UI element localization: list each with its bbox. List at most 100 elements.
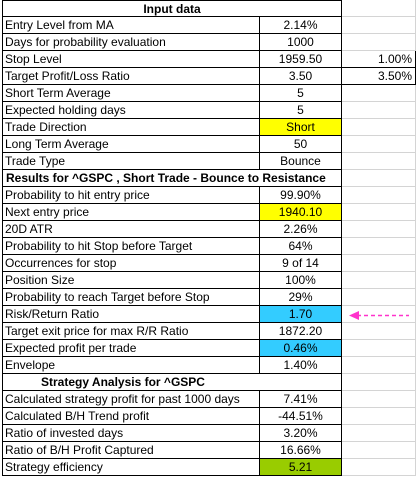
cell-empty[interactable] <box>342 374 416 391</box>
input-label[interactable]: Stop Level <box>2 51 260 68</box>
result-row: Next entry price 1940.10 <box>0 204 418 221</box>
cell-empty[interactable] <box>342 408 416 425</box>
input-extra[interactable] <box>342 102 416 119</box>
input-row: Target Profit/Loss Ratio 3.50 3.50% <box>0 68 418 85</box>
input-value[interactable]: 50 <box>260 136 342 153</box>
input-extra[interactable] <box>342 85 416 102</box>
cell-empty[interactable] <box>342 323 416 340</box>
strategy-label[interactable]: Calculated B/H Trend profit <box>2 408 260 425</box>
strategy-value[interactable]: 16.66% <box>260 442 342 459</box>
input-extra[interactable]: 3.50% <box>342 68 416 85</box>
result-value[interactable]: 1872.20 <box>260 323 342 340</box>
result-value[interactable]: 1.40% <box>260 357 342 374</box>
strategy-row: Ratio of B/H Profit Captured 16.66% <box>0 442 418 459</box>
strategy-row: Calculated strategy profit for past 1000… <box>0 391 418 408</box>
input-label[interactable]: Short Term Average <box>2 85 260 102</box>
input-value[interactable]: 5 <box>260 102 342 119</box>
cell-empty[interactable] <box>342 170 416 187</box>
expected-profit-value[interactable]: 0.46% <box>260 340 342 357</box>
result-row: Target exit price for max R/R Ratio 1872… <box>0 323 418 340</box>
result-row: Probability to reach Target before Stop … <box>0 289 418 306</box>
result-row: Probability to hit entry price 99.90% <box>0 187 418 204</box>
risk-return-ratio-value[interactable]: 1.70 <box>260 306 342 323</box>
strategy-value[interactable]: 3.20% <box>260 425 342 442</box>
input-label[interactable]: Trade Type <box>2 153 260 170</box>
result-label[interactable]: Target exit price for max R/R Ratio <box>2 323 260 340</box>
input-label[interactable]: Entry Level from MA <box>2 17 260 34</box>
results-header[interactable]: Results for ^GSPC , Short Trade - Bounce… <box>2 170 342 187</box>
result-value[interactable]: 99.90% <box>260 187 342 204</box>
input-extra[interactable] <box>342 119 416 136</box>
input-label[interactable]: Trade Direction <box>2 119 260 136</box>
input-row: Trade Direction Short <box>0 119 418 136</box>
cell-empty[interactable] <box>342 272 416 289</box>
result-label[interactable]: Expected profit per trade <box>2 340 260 357</box>
cell-empty[interactable] <box>342 255 416 272</box>
strategy-label[interactable]: Ratio of B/H Profit Captured <box>2 442 260 459</box>
cell-empty[interactable] <box>342 238 416 255</box>
strategy-value[interactable]: -44.51% <box>260 408 342 425</box>
input-row: Entry Level from MA 2.14% <box>0 17 418 34</box>
input-label[interactable]: Long Term Average <box>2 136 260 153</box>
result-label[interactable]: 20D ATR <box>2 221 260 238</box>
cell-empty[interactable] <box>342 442 416 459</box>
cell-empty[interactable] <box>342 306 416 323</box>
result-value[interactable]: 29% <box>260 289 342 306</box>
result-label[interactable]: Probability to reach Target before Stop <box>2 289 260 306</box>
input-label[interactable]: Expected holding days <box>2 102 260 119</box>
cell-empty[interactable] <box>342 391 416 408</box>
input-label[interactable]: Target Profit/Loss Ratio <box>2 68 260 85</box>
input-value[interactable]: Bounce <box>260 153 342 170</box>
cell-empty[interactable] <box>342 425 416 442</box>
input-row: Expected holding days 5 <box>0 102 418 119</box>
input-data-header[interactable]: Input data <box>2 0 342 17</box>
cell-empty[interactable] <box>342 187 416 204</box>
input-value[interactable]: 1959.50 <box>260 51 342 68</box>
dashed-arrow-left-icon <box>349 311 409 320</box>
strategy-header[interactable]: Strategy Analysis for ^GSPC <box>2 374 342 391</box>
result-label[interactable]: Probability to hit Stop before Target <box>2 238 260 255</box>
strategy-value[interactable]: 7.41% <box>260 391 342 408</box>
result-row: Position Size 100% <box>0 272 418 289</box>
input-extra[interactable]: 1.00% <box>342 51 416 68</box>
result-row: Risk/Return Ratio 1.70 <box>0 306 418 323</box>
result-row: Probability to hit Stop before Target 64… <box>0 238 418 255</box>
strategy-efficiency-value[interactable]: 5.21 <box>260 459 342 476</box>
result-label[interactable]: Occurrences for stop <box>2 255 260 272</box>
result-label[interactable]: Position Size <box>2 272 260 289</box>
input-value[interactable]: 1000 <box>260 34 342 51</box>
strategy-label[interactable]: Calculated strategy profit for past 1000… <box>2 391 260 408</box>
input-value[interactable]: 2.14% <box>260 17 342 34</box>
trade-direction-value[interactable]: Short <box>260 119 342 136</box>
cell-empty[interactable] <box>342 289 416 306</box>
result-value[interactable]: 64% <box>260 238 342 255</box>
cell-empty[interactable] <box>342 0 416 17</box>
input-row: Long Term Average 50 <box>0 136 418 153</box>
result-label[interactable]: Envelope <box>2 357 260 374</box>
input-extra[interactable] <box>342 153 416 170</box>
result-value[interactable]: 9 of 14 <box>260 255 342 272</box>
result-label[interactable]: Probability to hit entry price <box>2 187 260 204</box>
cell-empty[interactable] <box>342 204 416 221</box>
result-value[interactable]: 2.26% <box>260 221 342 238</box>
input-extra[interactable] <box>342 136 416 153</box>
input-label[interactable]: Days for probability evaluation <box>2 34 260 51</box>
cell-empty[interactable] <box>342 357 416 374</box>
strategy-label[interactable]: Ratio of invested days <box>2 425 260 442</box>
row-input-header: Input data <box>0 0 418 17</box>
next-entry-price-value[interactable]: 1940.10 <box>260 204 342 221</box>
result-row: Expected profit per trade 0.46% <box>0 340 418 357</box>
input-value[interactable]: 5 <box>260 85 342 102</box>
strategy-row: Strategy efficiency 5.21 <box>0 459 418 476</box>
input-extra[interactable] <box>342 34 416 51</box>
result-value[interactable]: 100% <box>260 272 342 289</box>
result-label[interactable]: Next entry price <box>2 204 260 221</box>
cell-empty[interactable] <box>342 340 416 357</box>
cell-empty[interactable] <box>342 221 416 238</box>
strategy-label[interactable]: Strategy efficiency <box>2 459 260 476</box>
row-results-header: Results for ^GSPC , Short Trade - Bounce… <box>0 170 418 187</box>
input-value[interactable]: 3.50 <box>260 68 342 85</box>
input-extra[interactable] <box>342 17 416 34</box>
result-label[interactable]: Risk/Return Ratio <box>2 306 260 323</box>
cell-empty[interactable] <box>342 459 416 476</box>
